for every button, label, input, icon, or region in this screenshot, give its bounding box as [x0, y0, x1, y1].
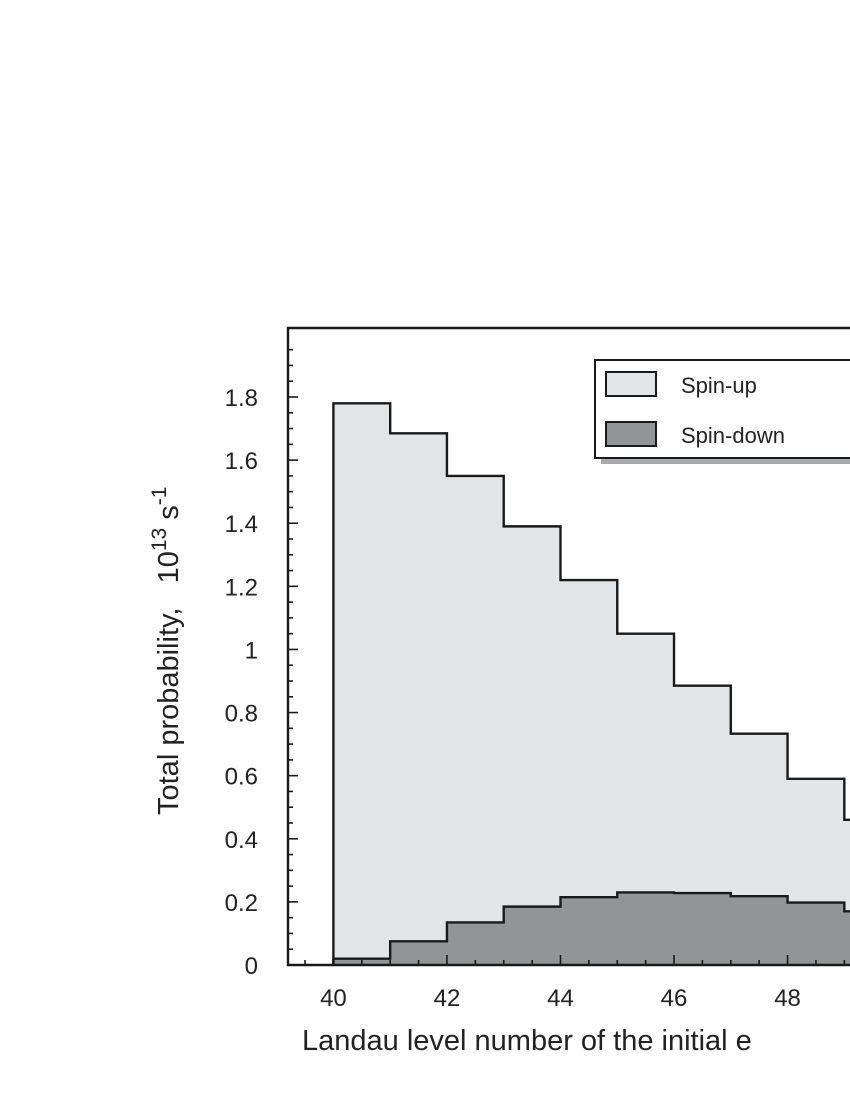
x-tick-label: 48 [774, 985, 801, 1012]
series-fill [333, 892, 850, 965]
series-spin-down [332, 891, 850, 965]
series-outline [332, 402, 850, 965]
x-tick-label: 46 [661, 985, 688, 1012]
series-outline [332, 891, 850, 965]
y-tick-label: 1.6 [225, 448, 258, 475]
series-fill [333, 403, 850, 965]
plot-area [332, 402, 850, 965]
y-tick-label: 1.2 [225, 574, 258, 601]
legend-label: Spin-down [681, 423, 785, 448]
y-tick-label: 0 [245, 953, 258, 980]
series-spin-up [332, 402, 850, 965]
y-tick-label: 0.6 [225, 764, 258, 791]
y-tick-label: 1.8 [225, 385, 258, 412]
y-axis-title: Total probability, 1013 s-1 [148, 487, 185, 815]
y-tick-label: 0.4 [225, 827, 258, 854]
axis-labels: Landau level number of the initial e Tota… [148, 487, 752, 1057]
legend-label: Spin-up [681, 373, 757, 398]
x-tick-label: 40 [320, 985, 347, 1012]
plot-frame [286, 326, 850, 967]
x-axis-title: Landau level number of the initial e [302, 1025, 752, 1057]
y-tick-label: 1 [245, 637, 258, 664]
y-tick-label: 0.2 [225, 890, 258, 917]
axes: 0 0.2 0.4 0.6 0.8 1 1.2 1.4 1.6 1.8 40 42 44 46 48 [225, 326, 850, 1012]
y-tick-label: 1.4 [225, 511, 258, 538]
legend: Spin-up Spin-down [594, 359, 850, 464]
x-tick-label: 42 [434, 985, 461, 1012]
y-tick-label: 0.8 [225, 701, 258, 728]
x-tick-label: 44 [547, 985, 574, 1012]
legend-swatch [605, 371, 657, 397]
legend-swatch [605, 421, 657, 447]
